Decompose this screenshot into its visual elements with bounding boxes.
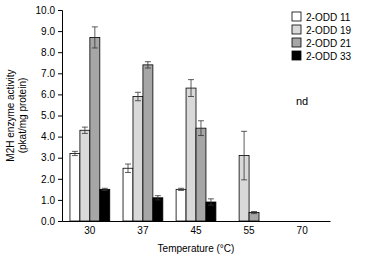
annotation: nd (296, 95, 308, 107)
x-axis-line (63, 221, 331, 222)
legend-swatch (292, 38, 301, 47)
y-tick-label: 1.0 (41, 195, 55, 206)
legend-swatch (292, 25, 301, 34)
error-bar (125, 164, 131, 172)
error-bar (92, 27, 98, 48)
x-tick-label: 30 (84, 225, 96, 236)
y-axis-title: M2H enzyme activity (5, 69, 16, 161)
y-tick-label: 9.0 (41, 26, 55, 37)
y-tick: 9.0 (41, 26, 62, 37)
bar (196, 128, 206, 221)
bar (123, 168, 133, 221)
y-tick: 1.0 (41, 195, 62, 206)
x-axis-title: Temperature (°C) (158, 243, 235, 254)
bar (90, 37, 100, 221)
legend: 2-ODD 11 2-ODD 19 2-ODD 21 2-ODD 33 (292, 12, 351, 62)
error-bar (208, 199, 214, 205)
error-bar (251, 212, 257, 214)
x-axis: 30 37 45 55 70 (63, 221, 331, 236)
y-tick-label: 10.0 (36, 5, 56, 16)
x-tick: 45 (190, 221, 202, 236)
error-bar (241, 131, 247, 180)
y-tick-mark (58, 116, 62, 117)
y-tick-mark (58, 221, 62, 222)
x-tick: 55 (244, 221, 256, 236)
y-tick-label: 4.0 (41, 131, 55, 142)
bar (176, 189, 186, 221)
y-tick-label: 0.0 (41, 216, 55, 227)
bar (143, 65, 153, 221)
legend-swatch (292, 12, 301, 21)
x-tick-label: 45 (190, 225, 202, 236)
y-tick-mark (58, 52, 62, 53)
y-tick-label: 7.0 (41, 68, 55, 79)
y-tick: 10.0 (36, 5, 62, 16)
error-bar (155, 196, 161, 200)
legend-label: 2-ODD 33 (306, 51, 351, 62)
chart: 0.0 1.0 2.0 3.0 4.0 5.0 6.0 7.0 8.0 9.0 10.0 30 37 45… (0, 0, 376, 256)
plot-area: 0.0 1.0 2.0 3.0 4.0 5.0 6.0 7.0 8.0 9.0 10.0 30 37 45… (36, 5, 331, 236)
y-tick-label: 8.0 (41, 47, 55, 58)
error-bar (135, 92, 141, 100)
bar (133, 97, 143, 221)
y-tick-mark (58, 31, 62, 32)
legend-swatch (292, 51, 301, 60)
bar (100, 189, 110, 221)
legend-label: 2-ODD 21 (306, 38, 351, 49)
y-tick: 6.0 (41, 89, 62, 100)
y-axis-line (58, 11, 63, 222)
bar (186, 88, 196, 221)
y-tick-mark (58, 73, 62, 74)
x-tick: 37 (137, 221, 149, 236)
y-tick-label: 3.0 (41, 152, 55, 163)
y-tick-label: 6.0 (41, 89, 55, 100)
error-bar (178, 188, 184, 190)
error-bar (82, 127, 88, 133)
y-tick-mark (58, 179, 62, 180)
error-bar (198, 121, 204, 136)
error-bar (102, 188, 108, 190)
bar (80, 130, 90, 221)
y-axis-title: (pkat/mg protein) (17, 78, 28, 154)
x-tick: 30 (84, 221, 96, 236)
y-tick: 0.0 (41, 216, 62, 227)
x-tick-label: 37 (137, 225, 149, 236)
bars (70, 27, 259, 221)
y-tick-mark (58, 137, 62, 138)
y-tick: 7.0 (41, 68, 62, 79)
y-tick: 8.0 (41, 47, 62, 58)
y-tick: 5.0 (41, 110, 62, 121)
error-bar (72, 151, 78, 155)
y-axis: 0.0 1.0 2.0 3.0 4.0 5.0 6.0 7.0 8.0 9.0 10.0 (36, 5, 63, 227)
y-tick: 4.0 (41, 131, 62, 142)
y-tick-label: 5.0 (41, 110, 55, 121)
y-tick-label: 2.0 (41, 174, 55, 185)
y-tick: 2.0 (41, 174, 62, 185)
y-tick-mark (58, 94, 62, 95)
y-tick-mark (58, 10, 62, 11)
x-tick-label: 70 (297, 225, 309, 236)
y-tick-mark (58, 158, 62, 159)
error-bar (145, 62, 151, 68)
error-bar (188, 80, 194, 97)
y-tick: 3.0 (41, 152, 62, 163)
x-tick-label: 55 (244, 225, 256, 236)
y-tick-mark (58, 200, 62, 201)
legend-label: 2-ODD 11 (306, 12, 351, 23)
bar (70, 153, 80, 221)
bar (153, 198, 163, 221)
x-tick: 70 (297, 221, 309, 236)
legend-label: 2-ODD 19 (306, 25, 351, 36)
